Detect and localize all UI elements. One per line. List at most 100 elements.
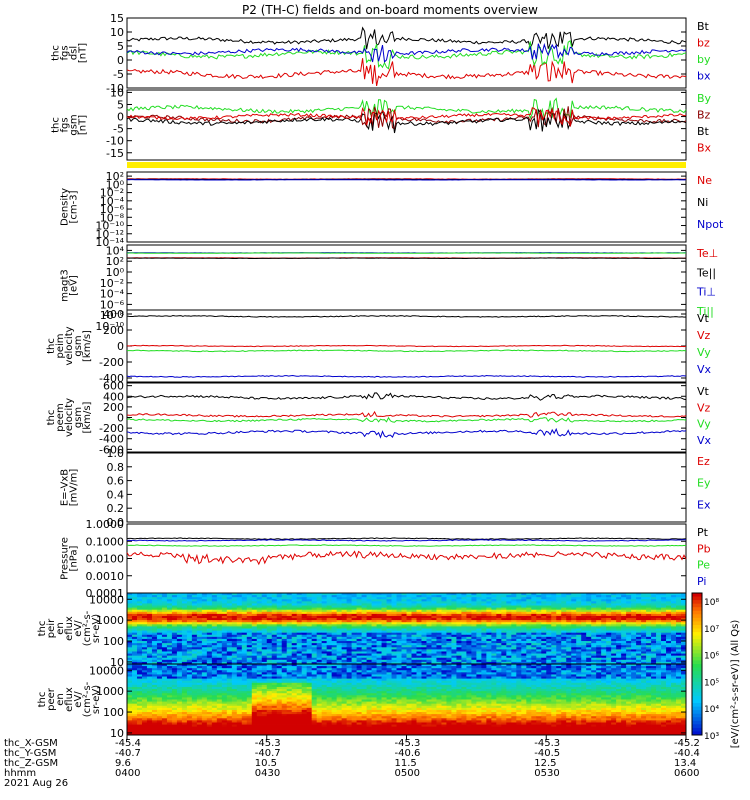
spectrogram-cell [221, 653, 228, 657]
spectrogram-cell [501, 603, 507, 606]
spectrogram-cell [301, 613, 308, 617]
spectrogram-cell [476, 595, 482, 598]
spectrogram-cell [611, 641, 617, 644]
spectrogram-cell [491, 651, 497, 654]
spectrogram-cell [361, 593, 367, 596]
spectrogram-cell [301, 624, 308, 627]
spectrogram-cell [341, 603, 348, 606]
spectrogram-cell [156, 676, 163, 680]
spectrogram-cell [466, 668, 472, 671]
spectrogram-cell [531, 655, 537, 659]
spectrogram-cell [541, 666, 547, 669]
spectrogram-cell [641, 649, 647, 652]
y-axis-label: gsm [73, 407, 84, 428]
spectrogram-cell [246, 626, 253, 629]
spectrogram-cell [616, 649, 622, 652]
spectrogram-cell [471, 624, 477, 627]
legend-Ti||: Ti|| [696, 305, 714, 318]
spectrogram-cell [441, 632, 447, 636]
spectrogram-cell [391, 599, 397, 602]
spectrogram-cell [291, 670, 298, 673]
spectrogram-cell [656, 632, 662, 636]
y-tick-label: 0.8 [107, 461, 125, 474]
spectrogram-cell [196, 634, 203, 638]
spectrogram-cell [546, 641, 552, 644]
spectrogram-cell [486, 595, 492, 598]
spectrogram-cell [281, 603, 288, 606]
spectrogram-cell [131, 601, 138, 604]
spectrogram-cell [316, 634, 323, 638]
spectrogram-cell [666, 643, 672, 646]
spectrogram-cell [656, 638, 662, 642]
spectrogram-cell [576, 674, 582, 677]
spectrogram-cell [286, 647, 293, 650]
spectrogram-cell [166, 622, 173, 625]
spectrogram-cell [306, 672, 313, 675]
spectrogram-cell [386, 609, 392, 613]
spectrogram-cell [426, 601, 432, 604]
spectrogram-cell [536, 618, 542, 621]
spectrogram-cell [661, 651, 667, 654]
spectrogram-cell [191, 651, 198, 654]
spectrogram-cell [196, 624, 203, 627]
spectrogram-cell [136, 668, 143, 671]
spectrogram-cell [566, 649, 572, 652]
spectrogram-cell [621, 666, 627, 669]
y-axis-label: E=-VxB [60, 469, 71, 506]
spectrogram-cell [461, 649, 467, 652]
spectrogram-cell [301, 651, 308, 654]
spectrogram-cell [636, 613, 642, 617]
spectrogram-cell [346, 668, 352, 671]
spectrogram-cell [516, 607, 522, 611]
series-line-Pi [126, 539, 687, 542]
spectrogram-cell [171, 624, 178, 627]
spectrogram-cell [526, 672, 532, 675]
spectrogram-cell [256, 611, 263, 615]
spectrogram-cell [146, 636, 153, 640]
spectrogram-cell [576, 636, 582, 640]
spectrogram-cell [391, 603, 397, 606]
spectrogram-cell [366, 674, 372, 677]
spectrogram-cell [431, 599, 437, 602]
spectrogram-cell [501, 611, 507, 615]
spectrogram-cell [661, 611, 667, 615]
spectrogram-cell [631, 649, 637, 652]
spectrogram-cell [336, 630, 343, 634]
spectrogram-cell [651, 611, 657, 615]
spectrogram-cell [401, 613, 407, 617]
spectrogram-cell [526, 624, 532, 627]
spectrogram-cell [181, 664, 188, 667]
spectrogram-cell [541, 645, 547, 648]
spectrogram-cell [616, 676, 622, 680]
spectrogram-cell [211, 634, 218, 638]
spectrogram-cell [661, 626, 667, 629]
spectrogram-cell [526, 597, 532, 600]
spectrogram-cell [396, 653, 402, 657]
spectrogram-cell [316, 624, 323, 627]
spectrogram-cell [191, 626, 198, 629]
spectrogram-cell [401, 678, 407, 682]
spectrogram-cell [401, 674, 407, 677]
spectrogram-cell [446, 638, 452, 642]
spectrogram-cell [371, 645, 377, 648]
spectrogram-cell [201, 613, 208, 617]
spectrogram-cell [676, 618, 682, 621]
spectrogram-cell [656, 655, 662, 659]
spectrogram-cell [141, 664, 148, 667]
spectrogram-cell [127, 628, 133, 631]
spectrogram-cell [531, 601, 537, 604]
spectrogram-cell [466, 634, 472, 638]
spectrogram-cell [556, 636, 562, 640]
spectrogram-cell [196, 651, 203, 654]
spectrogram-cell [601, 680, 607, 684]
spectrogram-cell [561, 674, 567, 677]
spectrogram-cell [176, 657, 183, 661]
spectrogram-cell [161, 651, 168, 654]
spectrogram-cell [581, 657, 587, 661]
spectrogram-cell [246, 609, 253, 613]
spectrogram-cell [286, 622, 293, 625]
spectrogram-cell [556, 593, 562, 596]
spectrogram-cell [661, 668, 667, 671]
spectrogram-cell [496, 599, 502, 602]
spectrogram-cell [201, 628, 208, 631]
